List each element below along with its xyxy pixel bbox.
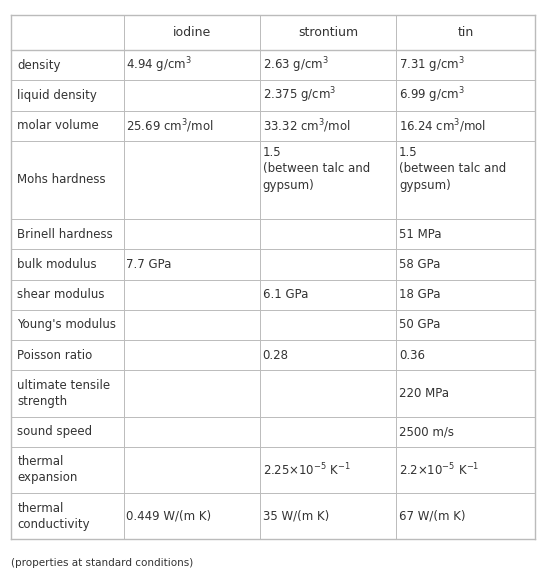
Text: thermal
expansion: thermal expansion bbox=[17, 455, 78, 484]
Text: 1.5
(between talc and
gypsum): 1.5 (between talc and gypsum) bbox=[399, 146, 506, 192]
Text: 6.1 GPa: 6.1 GPa bbox=[263, 288, 308, 301]
Text: 16.24 cm$^3$/mol: 16.24 cm$^3$/mol bbox=[399, 117, 486, 135]
Text: strontium: strontium bbox=[298, 26, 358, 39]
Text: thermal
conductivity: thermal conductivity bbox=[17, 501, 90, 531]
Text: 0.449 W/(m K): 0.449 W/(m K) bbox=[126, 510, 211, 522]
Text: 67 W/(m K): 67 W/(m K) bbox=[399, 510, 465, 522]
Text: 25.69 cm$^3$/mol: 25.69 cm$^3$/mol bbox=[126, 117, 214, 135]
Text: 2.2×10$^{-5}$ K$^{-1}$: 2.2×10$^{-5}$ K$^{-1}$ bbox=[399, 462, 479, 478]
Text: tin: tin bbox=[458, 26, 474, 39]
Text: Poisson ratio: Poisson ratio bbox=[17, 349, 93, 361]
Text: 0.28: 0.28 bbox=[263, 349, 289, 361]
Text: (properties at standard conditions): (properties at standard conditions) bbox=[11, 559, 193, 568]
Text: 51 MPa: 51 MPa bbox=[399, 228, 441, 241]
Text: 0.36: 0.36 bbox=[399, 349, 425, 361]
Text: 220 MPa: 220 MPa bbox=[399, 387, 449, 400]
Text: liquid density: liquid density bbox=[17, 89, 97, 102]
Text: iodine: iodine bbox=[173, 26, 211, 39]
Text: ultimate tensile
strength: ultimate tensile strength bbox=[17, 379, 111, 408]
Text: 7.31 g/cm$^3$: 7.31 g/cm$^3$ bbox=[399, 55, 465, 75]
Text: molar volume: molar volume bbox=[17, 120, 99, 132]
Text: Young's modulus: Young's modulus bbox=[17, 318, 116, 332]
Text: 33.32 cm$^3$/mol: 33.32 cm$^3$/mol bbox=[263, 117, 351, 135]
Text: 7.7 GPa: 7.7 GPa bbox=[126, 258, 172, 271]
Text: 35 W/(m K): 35 W/(m K) bbox=[263, 510, 329, 522]
Text: 1.5
(between talc and
gypsum): 1.5 (between talc and gypsum) bbox=[263, 146, 370, 192]
Text: 50 GPa: 50 GPa bbox=[399, 318, 440, 332]
Text: 6.99 g/cm$^3$: 6.99 g/cm$^3$ bbox=[399, 86, 465, 106]
Text: 2.375 g/cm$^3$: 2.375 g/cm$^3$ bbox=[263, 86, 336, 106]
Text: 4.94 g/cm$^3$: 4.94 g/cm$^3$ bbox=[126, 55, 192, 75]
Text: Mohs hardness: Mohs hardness bbox=[17, 174, 106, 187]
Text: 58 GPa: 58 GPa bbox=[399, 258, 440, 271]
Text: sound speed: sound speed bbox=[17, 425, 93, 438]
Text: bulk modulus: bulk modulus bbox=[17, 258, 97, 271]
Text: 2500 m/s: 2500 m/s bbox=[399, 425, 454, 438]
Text: density: density bbox=[17, 59, 61, 72]
Text: Brinell hardness: Brinell hardness bbox=[17, 228, 113, 241]
Text: shear modulus: shear modulus bbox=[17, 288, 105, 301]
Text: 2.63 g/cm$^3$: 2.63 g/cm$^3$ bbox=[263, 55, 329, 75]
Text: 18 GPa: 18 GPa bbox=[399, 288, 441, 301]
Text: 2.25×10$^{-5}$ K$^{-1}$: 2.25×10$^{-5}$ K$^{-1}$ bbox=[263, 462, 351, 478]
